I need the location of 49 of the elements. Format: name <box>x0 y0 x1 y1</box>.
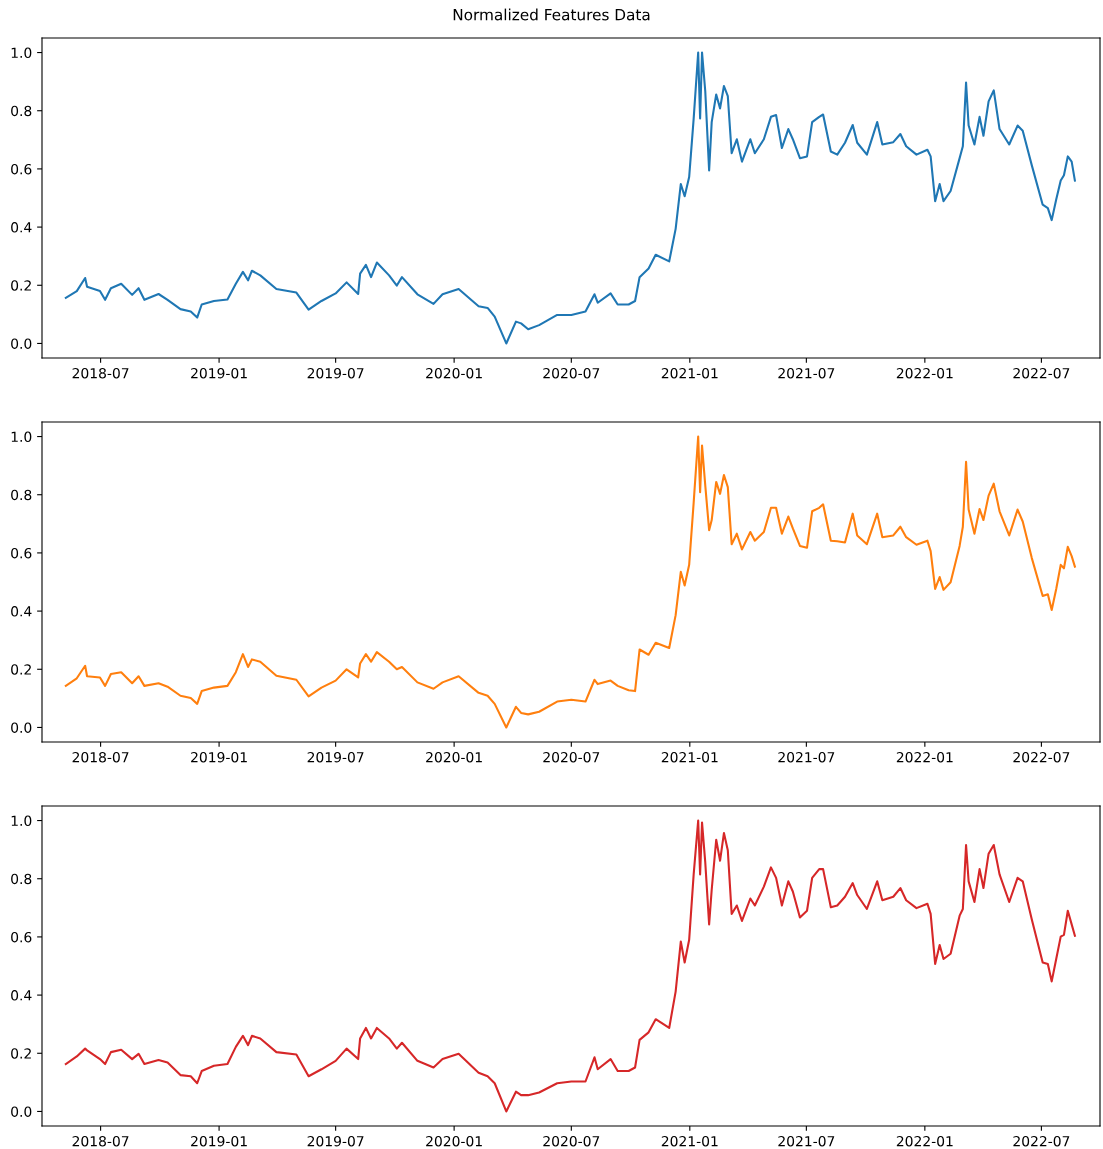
x-tick-label: 2022-01 <box>896 751 953 763</box>
x-tick-label: 2019-01 <box>191 751 247 763</box>
y-tick-label: 0.2 <box>11 664 31 675</box>
x-tick-label: 2020-01 <box>426 751 482 763</box>
x-tick-label: 2020-07 <box>543 1135 600 1147</box>
y-tick-label: 0.8 <box>11 873 32 885</box>
y-tick-label: 0.4 <box>11 990 32 1001</box>
y-tick-label: 0.4 <box>11 606 32 617</box>
y-tick-label: 0.2 <box>11 1048 31 1059</box>
x-tick-label: 2019-07 <box>307 1135 364 1147</box>
x-tick-label: 2021-07 <box>778 751 835 763</box>
y-tick-label: 0.8 <box>11 105 32 117</box>
x-tick-label: 2019-07 <box>307 367 364 379</box>
x-tick-label: 2022-07 <box>1013 367 1070 379</box>
x-tick-label: 2021-01 <box>661 1135 718 1147</box>
x-tick-label: 2020-07 <box>543 751 600 763</box>
line-series <box>64 51 1076 345</box>
y-tick-label: 0.8 <box>11 489 32 501</box>
x-tick-label: 2018-07 <box>72 751 129 763</box>
chart-title: Normalized Features Data <box>453 8 650 21</box>
x-tick-label: 2020-07 <box>543 367 600 379</box>
y-tick-label: 0.0 <box>11 338 32 349</box>
x-tick-label: 2018-07 <box>72 1135 129 1147</box>
x-tick-label: 2021-07 <box>778 367 835 379</box>
y-tick-label: 0.6 <box>11 931 32 943</box>
line-series <box>64 435 1076 729</box>
y-tick-label: 0.0 <box>11 1106 32 1117</box>
x-tick-label: 2019-01 <box>191 367 247 379</box>
x-tick-label: 2018-07 <box>72 367 129 379</box>
x-tick-label: 2022-07 <box>1013 1135 1070 1147</box>
y-tick-label: 0.6 <box>11 547 32 559</box>
y-tick-label: 1.0 <box>11 47 32 59</box>
x-tick-label: 2021-07 <box>778 1135 835 1147</box>
x-tick-label: 2022-07 <box>1013 751 1070 763</box>
x-tick-label: 2022-01 <box>896 1135 953 1147</box>
x-tick-label: 2019-07 <box>307 751 364 763</box>
y-tick-label: 0.6 <box>11 163 32 175</box>
y-tick-label: 0.4 <box>11 222 32 233</box>
y-tick-label: 0.2 <box>11 280 31 291</box>
y-tick-label: 1.0 <box>11 431 32 443</box>
x-tick-label: 2021-01 <box>661 751 718 763</box>
x-tick-label: 2019-01 <box>191 1135 247 1147</box>
y-tick-label: 0.0 <box>11 722 32 733</box>
x-tick-label: 2021-01 <box>661 367 718 379</box>
x-tick-label: 2020-01 <box>426 367 482 379</box>
y-tick-label: 1.0 <box>11 815 32 827</box>
x-tick-label: 2022-01 <box>896 367 953 379</box>
x-tick-label: 2020-01 <box>426 1135 482 1147</box>
line-series <box>64 819 1076 1113</box>
